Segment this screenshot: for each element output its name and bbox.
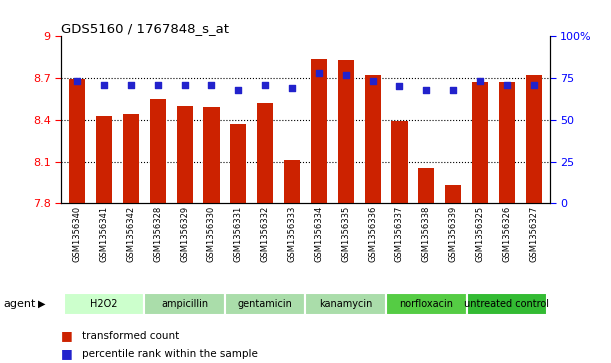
Point: [260, 82, 270, 87]
Point: [99, 82, 109, 87]
Bar: [225, 293, 306, 315]
Text: norfloxacin: norfloxacin: [400, 298, 453, 309]
Bar: [96, 115, 112, 203]
Point: [475, 78, 485, 84]
Bar: [499, 82, 515, 203]
Point: [395, 83, 404, 89]
Point: [341, 72, 351, 78]
Text: transformed count: transformed count: [82, 331, 180, 341]
Point: [529, 82, 539, 87]
Point: [207, 82, 216, 87]
Point: [287, 85, 297, 91]
Bar: [144, 293, 225, 315]
Bar: [472, 82, 488, 203]
Bar: [445, 185, 461, 203]
Text: ■: ■: [61, 329, 73, 342]
Bar: [257, 103, 273, 203]
Bar: [311, 58, 327, 203]
Bar: [203, 107, 219, 203]
Text: gentamicin: gentamicin: [238, 298, 293, 309]
Bar: [392, 121, 408, 203]
Text: ▶: ▶: [38, 299, 45, 309]
Bar: [69, 79, 86, 203]
Point: [314, 70, 324, 76]
Point: [368, 78, 378, 84]
Text: ■: ■: [61, 347, 73, 360]
Bar: [467, 293, 547, 315]
Point: [422, 87, 431, 93]
Bar: [338, 60, 354, 203]
Bar: [230, 124, 246, 203]
Bar: [64, 293, 144, 315]
Bar: [306, 293, 386, 315]
Bar: [123, 114, 139, 203]
Text: H2O2: H2O2: [90, 298, 118, 309]
Bar: [284, 160, 300, 203]
Bar: [419, 168, 434, 203]
Text: ampicillin: ampicillin: [161, 298, 208, 309]
Point: [233, 87, 243, 93]
Bar: [386, 293, 467, 315]
Text: agent: agent: [3, 299, 35, 309]
Text: untreated control: untreated control: [464, 298, 549, 309]
Bar: [365, 75, 381, 203]
Bar: [177, 106, 192, 203]
Text: percentile rank within the sample: percentile rank within the sample: [82, 349, 258, 359]
Point: [502, 82, 512, 87]
Bar: [150, 99, 166, 203]
Bar: [525, 75, 542, 203]
Point: [448, 87, 458, 93]
Point: [126, 82, 136, 87]
Text: kanamycin: kanamycin: [319, 298, 373, 309]
Point: [72, 78, 82, 84]
Text: GDS5160 / 1767848_s_at: GDS5160 / 1767848_s_at: [61, 22, 229, 35]
Point: [153, 82, 163, 87]
Point: [180, 82, 189, 87]
